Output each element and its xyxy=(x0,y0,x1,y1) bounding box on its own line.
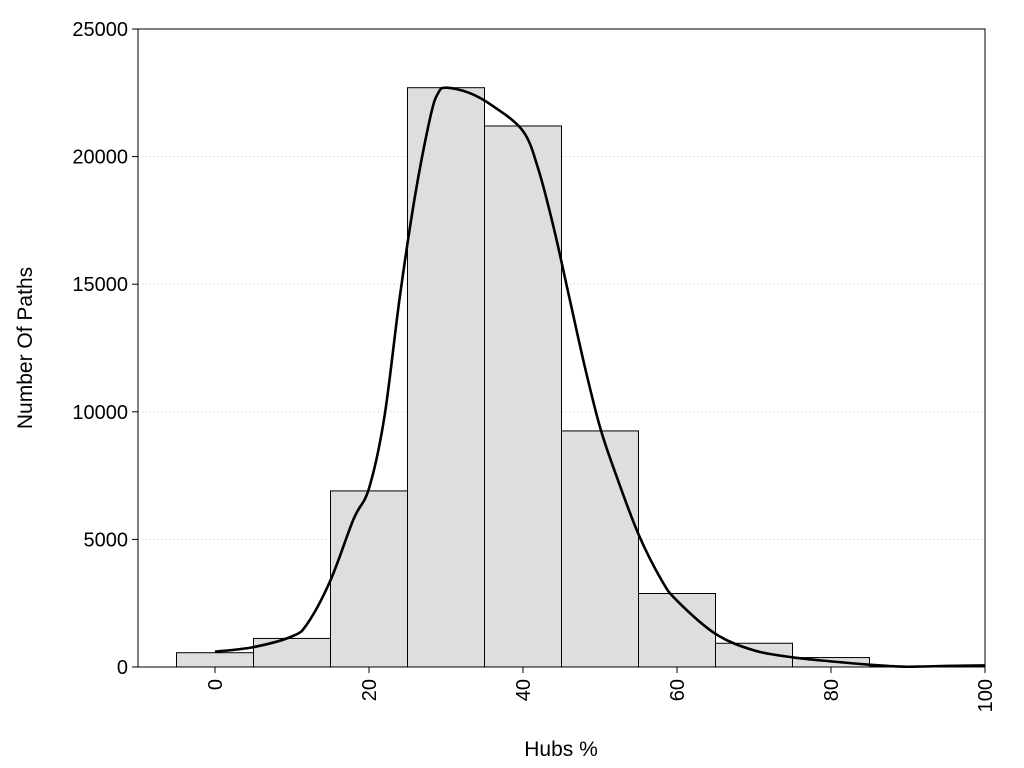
y-tick-label: 0 xyxy=(117,657,128,679)
y-axis-title: Number Of Paths xyxy=(14,267,37,429)
x-tick-label: 40 xyxy=(513,679,535,701)
histogram-bar xyxy=(253,637,331,668)
density-curve-layer xyxy=(214,86,986,669)
x-tick-label: 0 xyxy=(205,679,227,690)
histogram-bar xyxy=(407,87,485,668)
y-tick-label: 25000 xyxy=(72,19,128,41)
histogram-bar xyxy=(484,125,562,668)
x-tick-label: 80 xyxy=(821,679,843,701)
y-tick-label: 20000 xyxy=(72,147,128,169)
y-tick-label: 15000 xyxy=(72,274,128,296)
histogram-bars xyxy=(176,87,986,668)
x-axis-ticks: 0 20 40 60 80 100 xyxy=(205,667,997,712)
histogram-bar xyxy=(176,652,254,668)
y-tick-label: 10000 xyxy=(72,402,128,424)
histogram-bar xyxy=(638,593,716,668)
plot-area-frame xyxy=(137,28,986,668)
x-tick-label: 100 xyxy=(975,679,997,712)
x-axis-title: Hubs % xyxy=(524,738,598,761)
histogram-bar xyxy=(561,430,639,668)
x-tick-label: 20 xyxy=(359,679,381,701)
y-tick-label: 5000 xyxy=(84,529,129,551)
density-curve xyxy=(214,86,986,669)
histogram-bar xyxy=(330,490,408,668)
y-axis-ticks: 0 5000 10000 15000 20000 25000 xyxy=(72,19,138,679)
x-tick-label: 60 xyxy=(667,679,689,701)
